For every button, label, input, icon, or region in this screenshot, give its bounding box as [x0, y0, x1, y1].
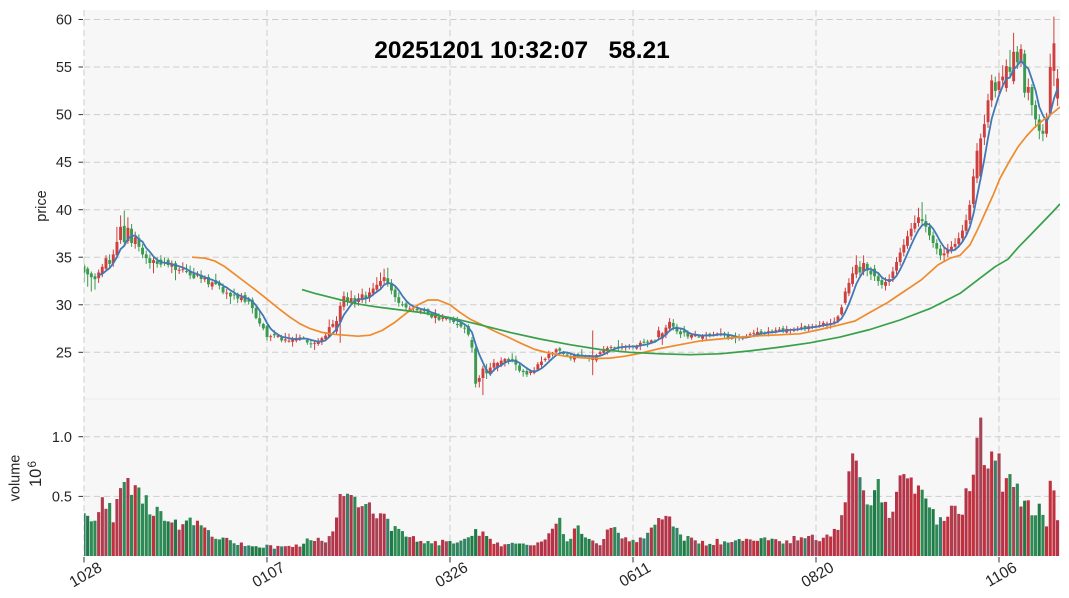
svg-text:55: 55: [56, 60, 72, 76]
svg-text:1.0: 1.0: [52, 430, 72, 446]
svg-text:price: price: [34, 190, 50, 221]
svg-text:30: 30: [56, 298, 72, 314]
svg-text:60: 60: [56, 13, 72, 29]
svg-text:20251201 10:32:07 58.21: 20251201 10:32:07 58.21: [374, 37, 670, 64]
svg-text:volume: volume: [8, 455, 24, 502]
svg-text:50: 50: [56, 108, 72, 124]
svg-text:45: 45: [56, 155, 72, 171]
svg-text:25: 25: [56, 345, 72, 361]
svg-text:40: 40: [56, 203, 72, 219]
svg-text:0.5: 0.5: [52, 490, 72, 506]
svg-text:35: 35: [56, 250, 72, 266]
